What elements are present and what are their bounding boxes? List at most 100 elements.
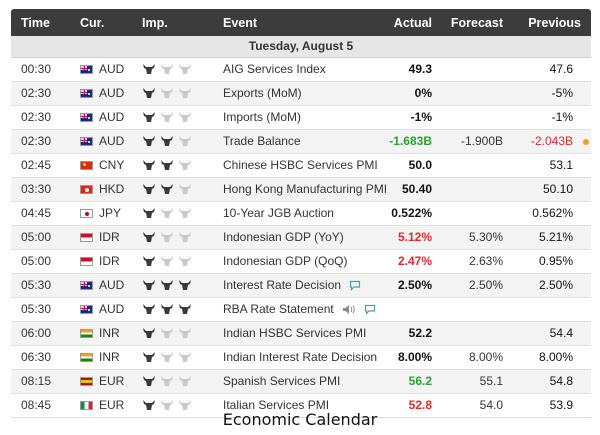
- row-actual: 52.8: [408, 398, 432, 412]
- row-event[interactable]: AIG Services Index: [223, 58, 326, 81]
- row-event[interactable]: Imports (MoM): [223, 106, 301, 129]
- row-previous: 8.00%: [538, 350, 573, 364]
- row-event[interactable]: Interest Rate Decision: [223, 274, 361, 299]
- flag-au-icon: [80, 281, 93, 290]
- row-forecast: 2.63%: [468, 254, 503, 268]
- comment-icon[interactable]: [364, 300, 376, 323]
- row-event[interactable]: Indian HSBC Services PMI: [223, 322, 366, 345]
- row-forecast: 5.30%: [468, 230, 503, 244]
- table-row[interactable]: 02:30 AUD Imports (MoM) -1% -1%: [11, 106, 591, 130]
- table-row[interactable]: 05:30 AUD Interest Rate Decision 2.50% 2.50%…: [11, 274, 591, 298]
- event-name[interactable]: Trade Balance: [223, 134, 301, 148]
- header-currency[interactable]: Cur.: [80, 16, 105, 30]
- event-name[interactable]: AIG Services Index: [223, 62, 326, 76]
- event-name[interactable]: Chinese HSBC Services PMI: [223, 158, 378, 172]
- row-forecast: 54.0: [479, 398, 503, 412]
- row-event[interactable]: Trade Balance: [223, 130, 301, 153]
- event-name[interactable]: Indian Interest Rate Decision: [223, 350, 378, 364]
- row-time: 02:30: [21, 86, 52, 100]
- header-time[interactable]: Time: [21, 16, 50, 30]
- header-importance[interactable]: Imp.: [142, 16, 168, 30]
- row-previous: 53.1: [549, 158, 573, 172]
- event-name[interactable]: 10-Year JGB Auction: [223, 206, 334, 220]
- table-row[interactable]: 03:30 HKD Hong Kong Manufacturing PMI 50.40…: [11, 178, 591, 202]
- table-row[interactable]: 06:00 INR Indian HSBC Services PMI 52.2 54.4: [11, 322, 591, 346]
- row-currency: INR: [99, 350, 120, 364]
- flag-au-icon: [80, 113, 93, 122]
- importance-bulls-icon: [142, 202, 196, 225]
- speaker-icon[interactable]: [342, 300, 356, 323]
- flag-jp-icon: [80, 209, 93, 218]
- event-name[interactable]: Exports (MoM): [223, 86, 302, 100]
- row-time: 06:00: [21, 326, 52, 340]
- row-time: 05:00: [21, 254, 52, 268]
- row-event[interactable]: RBA Rate Statement: [223, 298, 376, 323]
- row-time: 05:30: [21, 302, 52, 316]
- flag-in-icon: [80, 329, 93, 338]
- event-name[interactable]: Interest Rate Decision: [223, 278, 342, 292]
- event-name[interactable]: Indonesian GDP (YoY): [223, 230, 344, 244]
- table-row[interactable]: 00:30 AUD AIG Services Index 49.3 47.6: [11, 58, 591, 82]
- event-name[interactable]: Spanish Services PMI: [223, 374, 341, 388]
- flag-es-icon: [80, 377, 93, 386]
- row-previous: 50.10: [542, 182, 573, 196]
- row-previous: 54.4: [549, 326, 573, 340]
- row-event[interactable]: 10-Year JGB Auction: [223, 202, 334, 225]
- table-row[interactable]: 02:45 CNY Chinese HSBC Services PMI 50.0 53.…: [11, 154, 591, 178]
- table-row[interactable]: 02:30 AUD Trade Balance -1.683B -1.900B -2.04…: [11, 130, 591, 154]
- row-time: 03:30: [21, 182, 52, 196]
- table-header: Time Cur. Imp. Event Actual Forecast Pre…: [11, 9, 591, 36]
- page-caption: Economic Calendar: [222, 410, 378, 429]
- economic-calendar-table: Time Cur. Imp. Event Actual Forecast Pre…: [11, 9, 591, 418]
- flag-au-icon: [80, 89, 93, 98]
- row-time: 05:00: [21, 230, 52, 244]
- row-event[interactable]: Indonesian GDP (QoQ): [223, 250, 348, 273]
- row-actual: 2.47%: [397, 254, 432, 268]
- row-currency: INR: [99, 326, 120, 340]
- row-time: 05:30: [21, 278, 52, 292]
- row-actual: 0%: [414, 86, 432, 100]
- importance-bulls-icon: [142, 250, 196, 273]
- event-name[interactable]: Italian Services PMI: [223, 398, 330, 412]
- event-name[interactable]: Hong Kong Manufacturing PMI: [223, 182, 388, 196]
- table-row[interactable]: 08:45 EUR Italian Services PMI 52.8 54.0 53.9: [11, 394, 591, 418]
- row-event[interactable]: Indonesian GDP (YoY): [223, 226, 344, 249]
- row-previous: 2.50%: [538, 278, 573, 292]
- row-event[interactable]: Chinese HSBC Services PMI: [223, 154, 378, 177]
- event-name[interactable]: Indian HSBC Services PMI: [223, 326, 367, 340]
- header-forecast[interactable]: Forecast: [450, 16, 503, 30]
- table-row[interactable]: 06:30 INR Indian Interest Rate Decision 8.0…: [11, 346, 591, 370]
- table-row[interactable]: 05:30 AUD RBA Rate Statement: [11, 298, 591, 322]
- header-previous[interactable]: Previous: [528, 16, 581, 30]
- flag-hk-icon: [80, 185, 93, 194]
- row-time: 04:45: [21, 206, 52, 220]
- row-event[interactable]: Spanish Services PMI: [223, 370, 340, 393]
- row-currency: AUD: [99, 302, 125, 316]
- row-currency: HKD: [99, 182, 125, 196]
- table-row[interactable]: 02:30 AUD Exports (MoM) 0% -5%: [11, 82, 591, 106]
- row-actual: 52.2: [408, 326, 432, 340]
- table-row[interactable]: 04:45 JPY 10-Year JGB Auction 0.522% 0.562%: [11, 202, 591, 226]
- row-event[interactable]: Italian Services PMI: [223, 394, 329, 417]
- table-row[interactable]: 05:00 IDR Indonesian GDP (YoY) 5.12% 5.30% 5.…: [11, 226, 591, 250]
- header-event[interactable]: Event: [223, 16, 258, 30]
- header-actual[interactable]: Actual: [393, 16, 432, 30]
- importance-bulls-icon: [142, 82, 196, 105]
- comment-icon[interactable]: [349, 276, 361, 299]
- row-actual: 2.50%: [397, 278, 432, 292]
- table-row[interactable]: 08:15 EUR Spanish Services PMI 56.2 55.1 54.8: [11, 370, 591, 394]
- row-previous: 47.6: [549, 62, 573, 76]
- event-name[interactable]: Imports (MoM): [223, 110, 301, 124]
- event-name[interactable]: Indonesian GDP (QoQ): [223, 254, 348, 268]
- event-name[interactable]: RBA Rate Statement: [223, 302, 334, 316]
- row-time: 00:30: [21, 62, 52, 76]
- row-time: 02:30: [21, 110, 52, 124]
- row-event[interactable]: Hong Kong Manufacturing PMI: [223, 178, 387, 201]
- row-previous: 0.95%: [538, 254, 573, 268]
- importance-bulls-icon: [142, 154, 196, 177]
- row-actual: -1%: [410, 110, 432, 124]
- row-event[interactable]: Exports (MoM): [223, 82, 302, 105]
- row-event[interactable]: Indian Interest Rate Decision: [223, 346, 377, 369]
- table-row[interactable]: 05:00 IDR Indonesian GDP (QoQ) 2.47% 2.63% 0.…: [11, 250, 591, 274]
- revised-dot-icon: [583, 139, 589, 145]
